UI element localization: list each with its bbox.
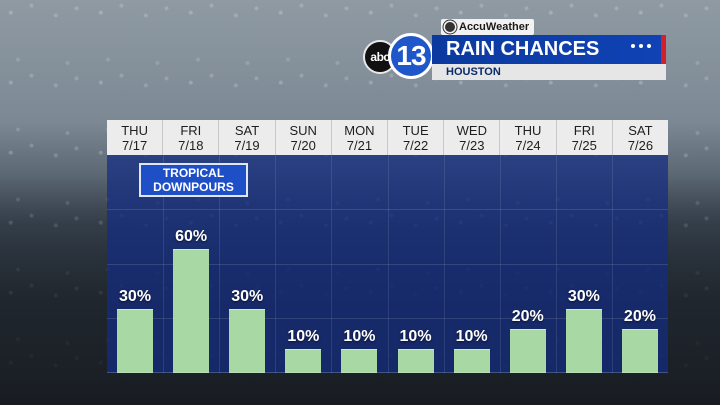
column-divider: [387, 155, 389, 373]
day-date: 7/19: [234, 137, 260, 153]
day-header-row: THU 7/17 FRI 7/18 SAT 7/19 SUN 7/20 MON 7/21 TUE 7/…: [107, 120, 668, 155]
day-date: 7/20: [290, 137, 316, 153]
day-of-week: SAT: [234, 122, 260, 138]
page-title: RAIN CHANCES: [446, 38, 600, 60]
day-of-week: WED: [456, 122, 487, 138]
column-divider: [275, 155, 277, 373]
day-of-week: TUE: [402, 122, 429, 138]
day-date: 7/24: [515, 137, 541, 153]
bar: [117, 309, 154, 373]
day-cell: FRI 7/18: [163, 120, 220, 155]
note-line-1: TROPICAL: [162, 166, 225, 180]
bar-value-label: 10%: [399, 328, 432, 345]
day-date: 7/22: [402, 137, 429, 153]
day-cell: MON 7/21: [332, 120, 389, 155]
day-of-week: SUN: [289, 122, 317, 138]
day-date: 7/23: [459, 137, 485, 153]
accuweather-badge: AccuWeather: [441, 19, 534, 35]
sun-icon: [445, 22, 455, 32]
bar: [341, 349, 378, 373]
note-line-2: DOWNPOURS: [153, 180, 234, 194]
gridline: [107, 317, 668, 319]
day-date: 7/18: [178, 137, 204, 153]
bar-value-label: 20%: [511, 308, 544, 325]
location-subtitle: HOUSTON: [432, 64, 666, 80]
chart-baseline: [107, 372, 668, 373]
bar: [509, 329, 546, 373]
day-cell: SUN 7/20: [276, 120, 332, 155]
bar-value-label: 10%: [287, 328, 320, 345]
title-bar: RAIN CHANCES: [432, 35, 666, 64]
day-date: 7/25: [571, 137, 597, 153]
day-of-week: FRI: [573, 122, 595, 138]
gridline: [107, 209, 668, 211]
bar-value-label: 60%: [175, 228, 208, 245]
channel-13-logo: 13: [388, 33, 434, 79]
bar: [173, 249, 210, 373]
column-divider: [331, 155, 333, 373]
bar-value-label: 20%: [623, 308, 656, 325]
bar-value-label: 30%: [231, 288, 264, 305]
day-date: 7/17: [121, 137, 148, 153]
bar: [397, 349, 434, 373]
day-of-week: SAT: [628, 122, 653, 138]
day-date: 7/26: [627, 137, 654, 153]
bar-value-label: 30%: [567, 288, 600, 305]
bar-value-label: 10%: [455, 328, 488, 345]
day-cell: THU 7/24: [500, 120, 557, 155]
day-of-week: MON: [344, 122, 375, 138]
brand-label: AccuWeather: [459, 21, 530, 33]
column-divider: [499, 155, 501, 373]
bar: [621, 329, 658, 373]
day-cell: TUE 7/22: [388, 120, 445, 155]
column-divider: [555, 155, 557, 373]
tropical-downpours-note: TROPICAL DOWNPOURS: [139, 163, 248, 197]
bar: [453, 349, 490, 373]
day-date: 7/21: [346, 137, 373, 153]
three-dots-icon: [631, 44, 651, 48]
column-divider: [219, 155, 221, 373]
day-of-week: THU: [514, 122, 542, 138]
day-cell: SAT 7/19: [219, 120, 276, 155]
bar-value-label: 10%: [343, 328, 376, 345]
day-of-week: THU: [121, 122, 148, 138]
bar-value-label: 30%: [119, 288, 152, 305]
bar: [565, 309, 602, 373]
column-divider: [611, 155, 613, 373]
column-divider: [163, 155, 165, 373]
bar: [285, 349, 322, 373]
column-divider: [443, 155, 445, 373]
day-cell: SAT 7/26: [613, 120, 668, 155]
day-cell: FRI 7/25: [557, 120, 613, 155]
day-cell: WED 7/23: [444, 120, 501, 155]
day-cell: THU 7/17: [107, 120, 164, 155]
bar: [229, 309, 266, 373]
day-of-week: FRI: [180, 122, 202, 138]
gridline: [107, 263, 668, 265]
